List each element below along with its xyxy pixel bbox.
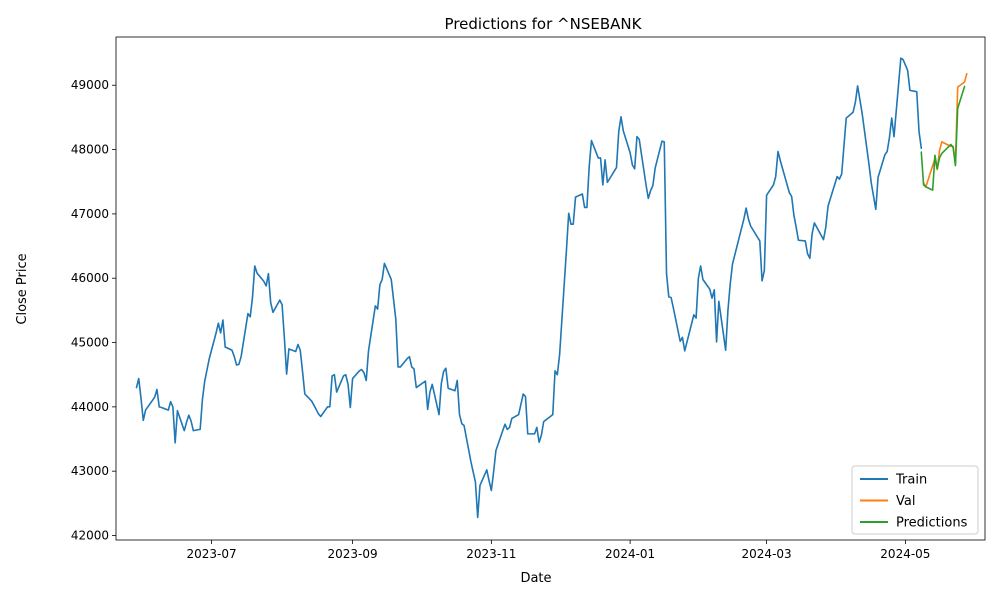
- x-tick-label: 2023-11: [466, 547, 516, 561]
- x-axis-label: Date: [520, 571, 551, 586]
- x-tick-label: 2024-05: [880, 547, 930, 561]
- series-line-train: [135, 57, 923, 519]
- legend: Train Val Predictions: [851, 465, 979, 535]
- x-tick-label: 2024-03: [742, 547, 792, 561]
- legend-label-predictions: Predictions: [896, 516, 968, 531]
- legend-label-train: Train: [895, 473, 927, 488]
- y-tick-label: 49000: [71, 78, 109, 92]
- plot-area: [115, 36, 986, 541]
- series-line-predictions: [920, 85, 966, 191]
- y-axis-label: Close Price: [15, 253, 30, 324]
- series-line-val: [922, 72, 968, 188]
- chart-title: Predictions for ^NSEBANK: [445, 15, 643, 33]
- y-tick-label: 47000: [71, 207, 109, 221]
- x-tick-label: 2023-09: [328, 547, 378, 561]
- legend-items: Train Val Predictions: [860, 473, 968, 531]
- y-tick-label: 45000: [71, 336, 109, 350]
- y-tick-label: 44000: [71, 400, 109, 414]
- legend-label-val: Val: [896, 494, 915, 509]
- x-tick-label: 2023-07: [186, 547, 236, 561]
- x-tick-label: 2024-01: [605, 547, 655, 561]
- y-axis-ticks: 42000 43000 44000 45000 46000 47000 48000 49000: [71, 78, 116, 542]
- y-tick-label: 43000: [71, 464, 109, 478]
- y-tick-label: 42000: [71, 528, 109, 542]
- legend-box: [851, 465, 979, 535]
- series-layer: [135, 57, 968, 519]
- y-tick-label: 46000: [71, 271, 109, 285]
- axes-frame: [115, 36, 986, 541]
- x-axis-ticks: 2023-07 2023-09 2023-11 2024-01 2024-03 2024-…: [186, 540, 930, 561]
- y-tick-label: 48000: [71, 143, 109, 157]
